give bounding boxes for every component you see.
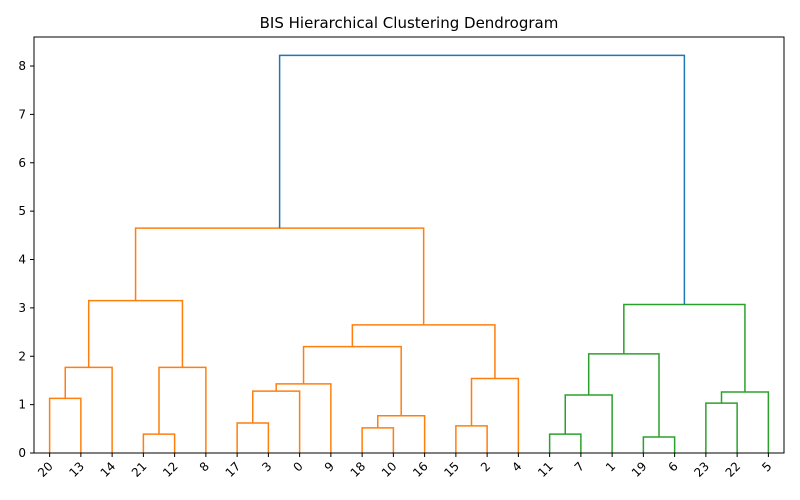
leaf-label: 19 <box>629 459 650 480</box>
dendrogram-link-12 <box>470 377 520 453</box>
dendrogram-link-3 <box>158 366 207 453</box>
leaf-label: 8 <box>197 459 212 474</box>
leaf-label: 9 <box>322 459 337 474</box>
dendrogram-link-0 <box>48 397 82 453</box>
leaf-label: 21 <box>129 459 150 480</box>
y-tick-label: 5 <box>18 204 26 218</box>
dendrogram-link-17 <box>642 436 676 453</box>
y-tick-label: 3 <box>18 301 26 315</box>
leaf-label: 2 <box>478 459 493 474</box>
dendrogram-link-5 <box>236 422 270 453</box>
y-tick-label: 1 <box>18 398 26 412</box>
chart-title: BIS Hierarchical Clustering Dendrogram <box>260 14 559 32</box>
x-axis: 20 13 14 21 12 8 17 3 0 9 18 10 16 15 2 4 11 7 1 19 6 23 22 5 <box>35 453 774 480</box>
y-tick-label: 4 <box>18 253 26 267</box>
y-tick-label: 2 <box>18 349 26 363</box>
dendrogram-link-8 <box>361 427 395 453</box>
leaf-label: 23 <box>691 459 712 480</box>
dendrogram-link-1 <box>64 366 113 453</box>
leaf-label: 0 <box>290 459 305 474</box>
dendrogram-link-7 <box>275 383 332 453</box>
dendrogram-link-10 <box>302 345 402 416</box>
dendrogram-link-9 <box>377 415 426 453</box>
leaf-label: 3 <box>259 459 274 474</box>
dendrogram-link-4 <box>87 299 184 368</box>
dendrogram-link-21 <box>623 303 746 393</box>
leaf-label: 5 <box>759 459 774 474</box>
leaf-label: 22 <box>723 459 744 480</box>
leaf-label: 11 <box>535 459 556 480</box>
dendrogram-link-19 <box>705 402 738 453</box>
dendrogram-link-14 <box>134 227 425 325</box>
leaf-label: 13 <box>66 459 87 480</box>
y-axis: 0 1 2 3 4 5 6 7 8 <box>18 59 34 460</box>
y-tick-label: 0 <box>18 446 26 460</box>
dendrogram-link-11 <box>455 425 488 453</box>
dendrogram-link-6 <box>252 390 301 453</box>
plot-frame <box>33 36 785 454</box>
leaf-label: 6 <box>665 459 680 474</box>
leaf-label: 18 <box>348 459 369 480</box>
leaf-label: 4 <box>509 459 524 474</box>
leaf-label: 17 <box>223 459 244 480</box>
dendrogram-link-15 <box>548 433 582 453</box>
y-tick-label: 8 <box>18 59 26 73</box>
dendrogram-link-20 <box>720 391 770 453</box>
leaf-label: 12 <box>160 459 181 480</box>
dendrogram-link-2 <box>142 433 176 453</box>
dendrogram-link-22 <box>278 54 686 305</box>
leaf-label: 16 <box>410 459 431 480</box>
dendrogram-link-13 <box>351 324 496 379</box>
y-tick-label: 7 <box>18 107 26 121</box>
dendrogram-links <box>48 54 770 453</box>
leaf-label: 10 <box>379 459 400 480</box>
leaf-label: 14 <box>98 459 119 480</box>
leaf-label: 15 <box>441 459 462 480</box>
y-tick-label: 6 <box>18 156 26 170</box>
leaf-label: 1 <box>603 459 618 474</box>
leaf-label: 20 <box>35 459 56 480</box>
leaf-label: 7 <box>572 459 587 474</box>
dendrogram-link-16 <box>564 394 613 453</box>
